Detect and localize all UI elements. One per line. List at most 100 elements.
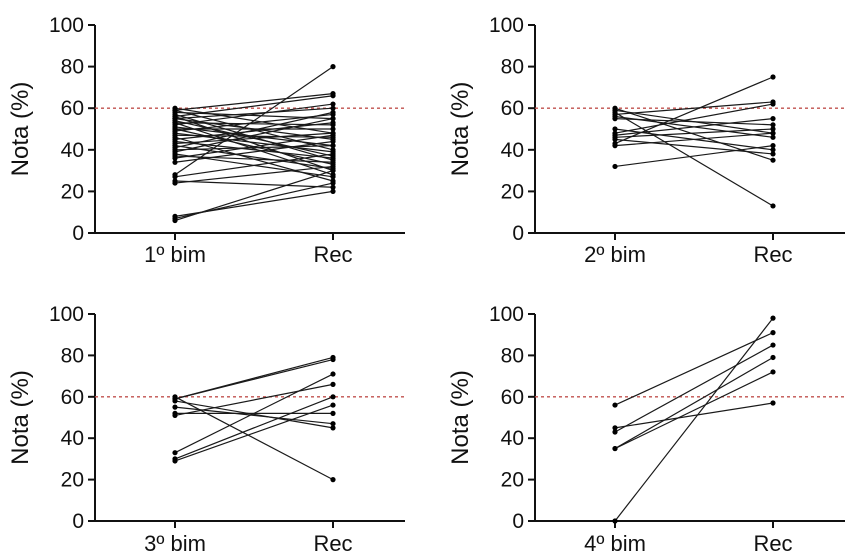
series-line-6 xyxy=(174,95,334,118)
data-point xyxy=(330,174,336,180)
x-tick-label: Rec xyxy=(753,242,792,267)
chart-panel-2: 0 20 40 60 80 100 2º bim Rec Nota (%) xyxy=(447,14,845,267)
data-point xyxy=(330,381,336,387)
data-point xyxy=(330,64,336,70)
series-line-6 xyxy=(174,383,334,417)
data-point xyxy=(770,116,776,122)
y-axis-label: Nota (%) xyxy=(447,370,474,465)
data-point xyxy=(612,136,618,142)
y-tick-label: 60 xyxy=(61,97,84,120)
series-line-34 xyxy=(174,180,334,188)
x-tick-label: 3º bim xyxy=(144,531,206,554)
y-tick-label: 100 xyxy=(489,303,524,326)
chart-panel-4: 0 20 40 60 80 100 4º bim Rec Nota (%) xyxy=(447,303,845,556)
series-line-13 xyxy=(174,103,334,126)
series-line-19 xyxy=(174,134,334,138)
y-tick-label: 80 xyxy=(61,56,84,79)
y-tick-label: 100 xyxy=(489,14,524,37)
x-tick-label: 4º bim xyxy=(584,531,646,554)
series-line-38 xyxy=(174,170,334,222)
series-line-32 xyxy=(174,66,334,176)
series-line-10 xyxy=(174,356,334,400)
y-tick-label: 40 xyxy=(501,427,524,450)
y-axis-label: Nota (%) xyxy=(447,82,474,177)
series-line-9 xyxy=(174,404,334,462)
data-point xyxy=(172,155,178,161)
data-point xyxy=(330,120,336,126)
data-point xyxy=(612,402,618,408)
series-line-25 xyxy=(174,111,334,149)
series-line-33 xyxy=(174,153,334,178)
series-line-12 xyxy=(174,122,334,176)
data-point xyxy=(330,394,336,400)
y-tick-label: 80 xyxy=(501,344,524,367)
series-line-26 xyxy=(174,145,334,151)
y-tick-label: 40 xyxy=(61,139,84,162)
series-line-8 xyxy=(614,103,774,134)
data-point xyxy=(330,184,336,190)
series-line-6 xyxy=(614,317,774,522)
data-point xyxy=(330,126,336,132)
x-tick-label: Rec xyxy=(313,531,352,554)
series-line-4 xyxy=(614,101,774,116)
data-point xyxy=(612,445,618,452)
y-tick-label: 100 xyxy=(49,14,84,37)
y-tick-label: 80 xyxy=(501,56,524,79)
series-line-3 xyxy=(614,344,774,433)
y-axis-label: Nota (%) xyxy=(7,82,34,177)
x-tick-label: 2º bim xyxy=(584,242,646,267)
data-point xyxy=(172,458,178,464)
data-point xyxy=(330,410,336,416)
y-tick-label: 100 xyxy=(49,303,84,326)
series-line-6 xyxy=(614,118,774,126)
data-point xyxy=(330,371,336,377)
data-point xyxy=(770,330,776,336)
data-point xyxy=(330,101,336,107)
series-line-3 xyxy=(174,400,334,429)
y-axis-label: Nota (%) xyxy=(7,370,34,465)
y-tick-label: 0 xyxy=(72,222,84,245)
y-tick-label: 20 xyxy=(61,180,84,203)
series-line-17 xyxy=(174,113,334,132)
y-tick-label: 60 xyxy=(501,386,524,409)
data-point xyxy=(770,157,776,163)
data-point xyxy=(330,109,336,115)
y-tick-label: 60 xyxy=(501,97,524,120)
data-point xyxy=(330,421,336,427)
series-line-4 xyxy=(614,371,774,450)
data-point xyxy=(172,404,178,410)
data-point xyxy=(770,74,776,80)
series-line-35 xyxy=(174,165,334,184)
data-point xyxy=(172,180,178,186)
data-point xyxy=(770,151,776,157)
y-tick-label: 80 xyxy=(61,344,84,367)
series-line-22 xyxy=(174,140,334,159)
series-line-12 xyxy=(614,76,774,145)
data-point xyxy=(330,402,336,408)
data-point xyxy=(612,126,618,132)
data-point xyxy=(770,147,776,153)
data-point xyxy=(770,400,776,406)
data-point xyxy=(330,180,336,186)
data-point xyxy=(330,159,336,165)
data-point xyxy=(770,315,776,321)
data-point xyxy=(330,425,336,431)
data-point xyxy=(172,412,178,419)
data-point xyxy=(770,134,776,140)
data-point xyxy=(612,518,618,524)
data-point xyxy=(612,163,618,170)
data-point xyxy=(770,369,776,375)
data-point xyxy=(330,155,336,161)
y-tick-label: 40 xyxy=(501,139,524,162)
data-point xyxy=(330,354,336,361)
series-line-4 xyxy=(174,406,334,425)
x-tick-label: 1º bim xyxy=(144,242,206,267)
y-tick-label: 20 xyxy=(61,469,84,492)
data-point xyxy=(612,425,618,431)
series-line-2 xyxy=(174,93,334,111)
data-point xyxy=(612,143,618,149)
data-point xyxy=(172,159,178,165)
series-line-1 xyxy=(614,332,774,406)
chart-panel-1: 0 20 40 60 80 100 1º bim Rec Nota (%) xyxy=(7,14,405,267)
